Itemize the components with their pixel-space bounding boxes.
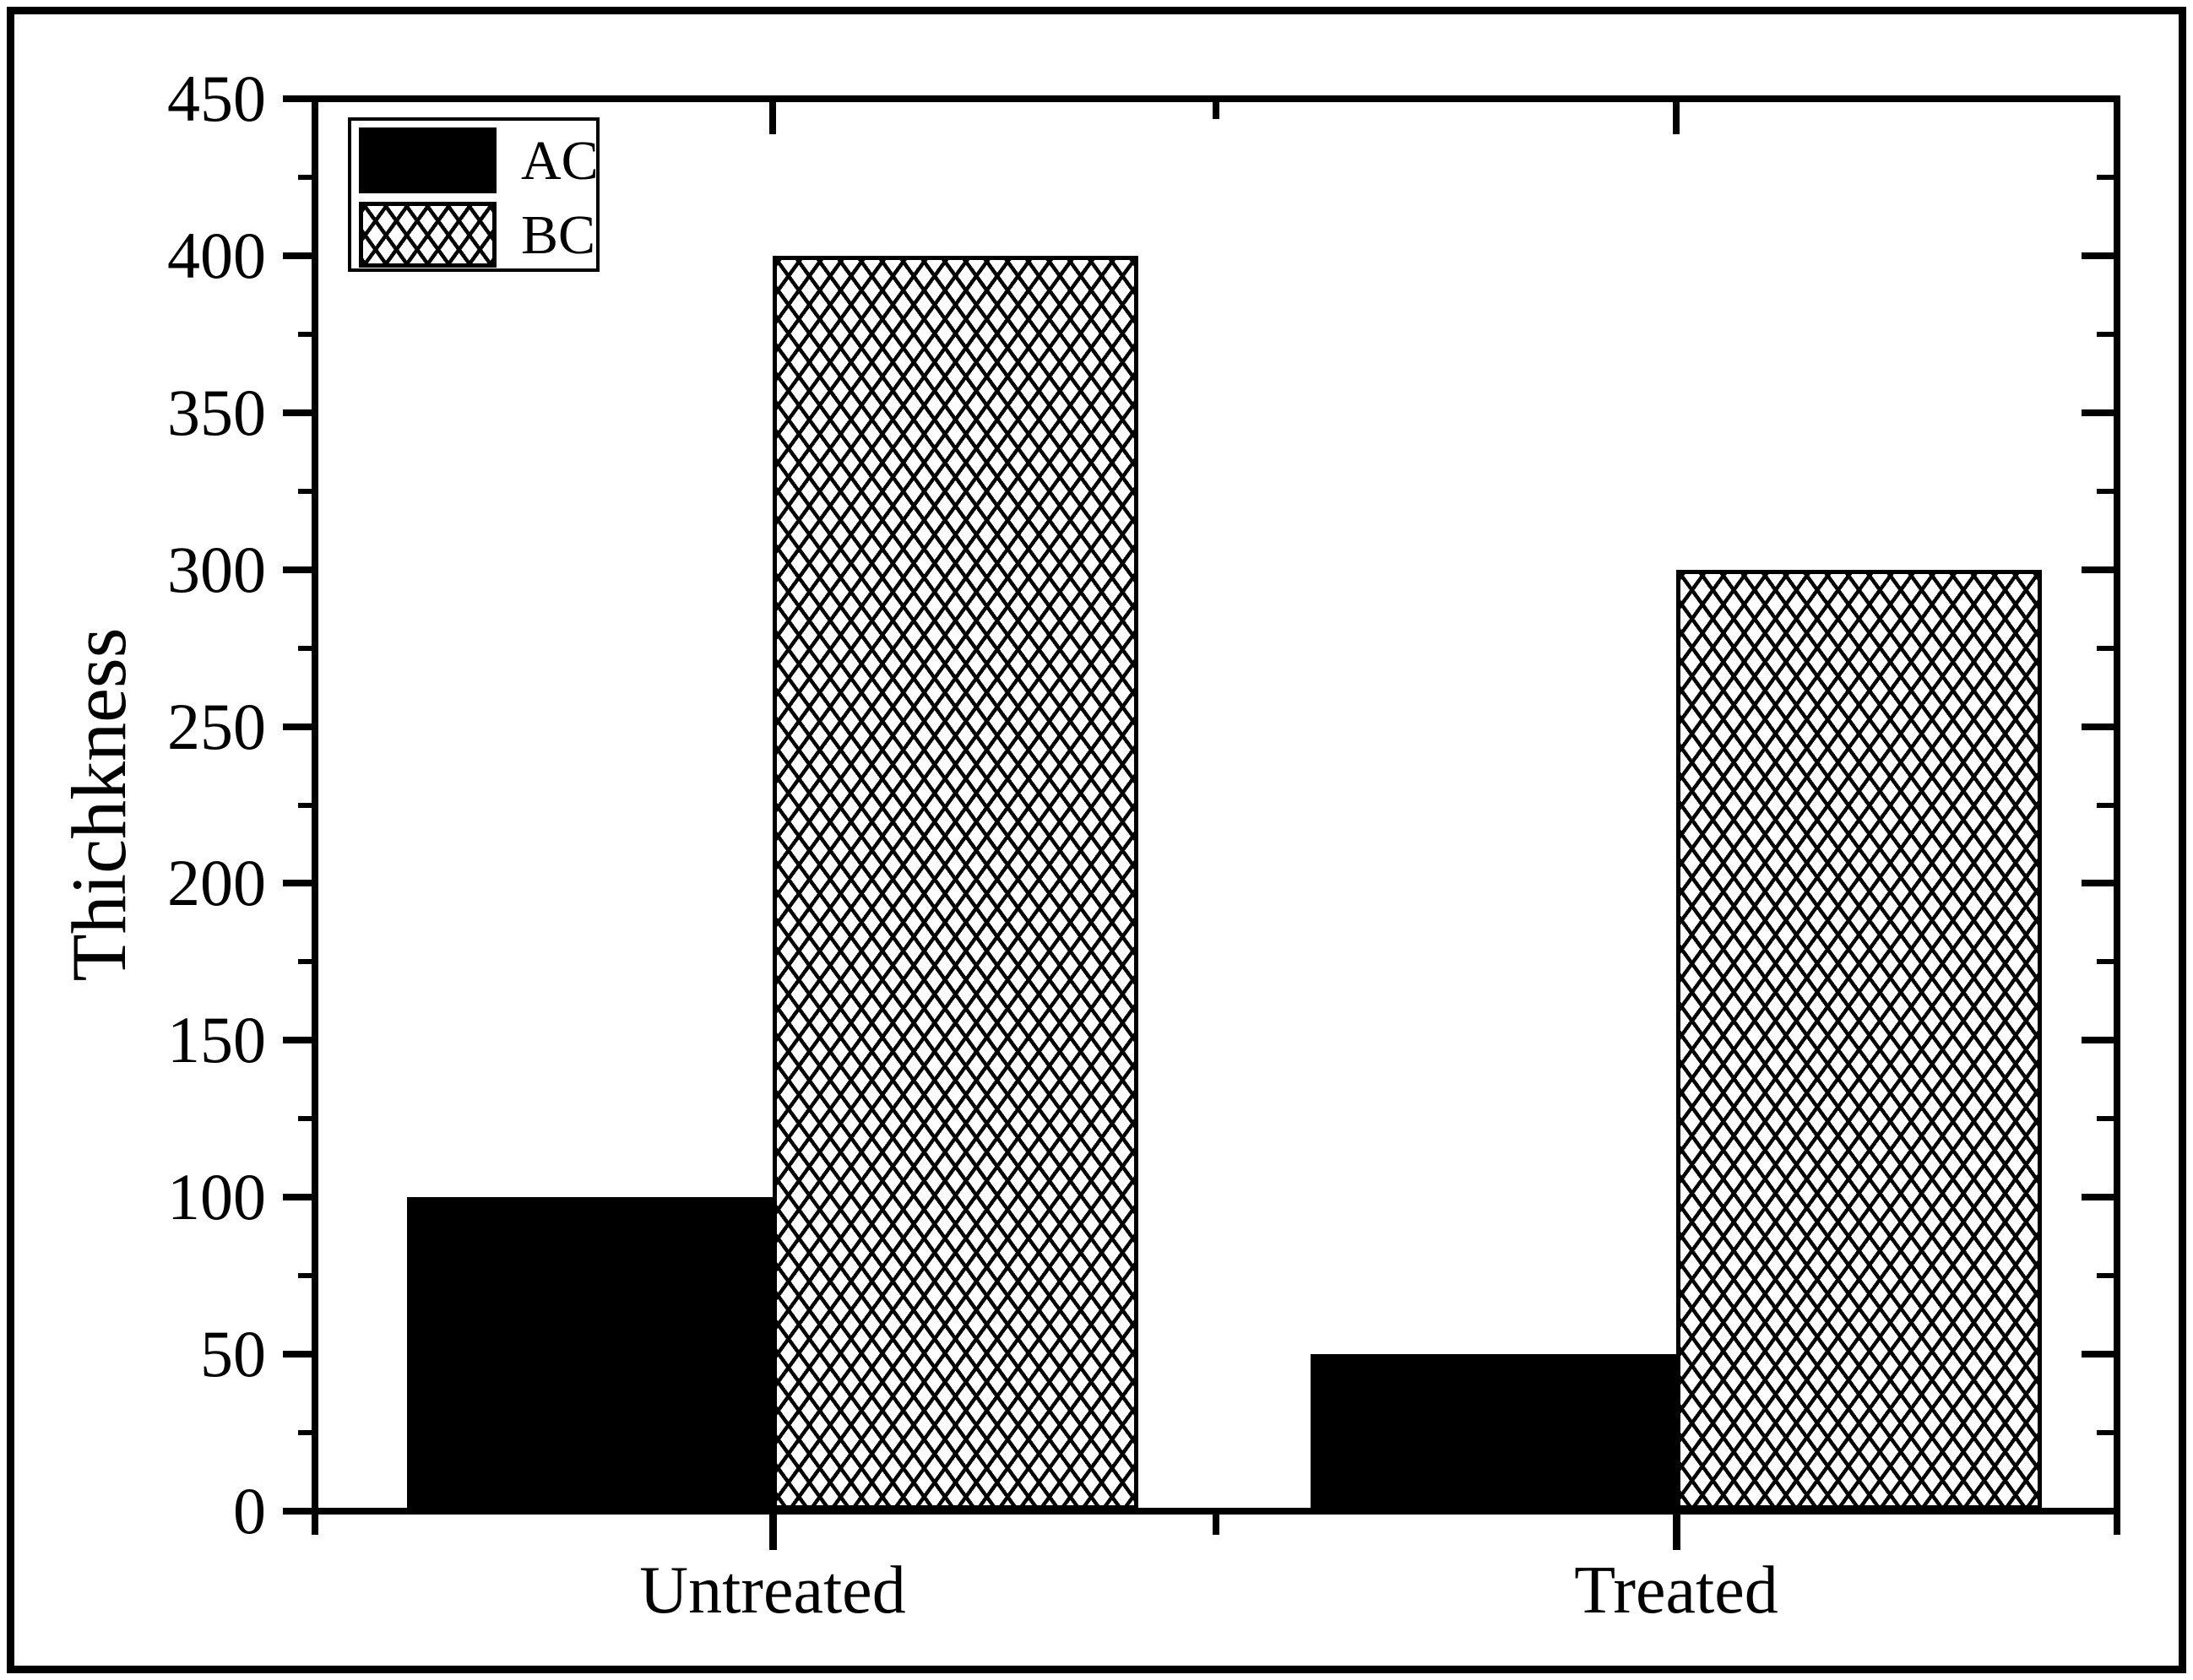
y-major-tick-left [283, 1037, 313, 1043]
y-minor-tick-left [298, 332, 313, 337]
y-tick-label: 450 [167, 62, 266, 135]
y-tick-label: 0 [233, 1474, 266, 1547]
legend: AC BC [348, 117, 600, 272]
legend-bc-label: BC [521, 204, 596, 266]
y-minor-tick-right [2097, 959, 2114, 964]
y-major-tick-left [283, 1508, 313, 1515]
x-category-label: Untreated [639, 1553, 906, 1628]
y-major-tick-right [2082, 252, 2114, 259]
plot-area-border [312, 95, 2120, 1515]
y-major-tick-left [283, 252, 313, 259]
y-minor-tick-right [2097, 803, 2114, 808]
y-axis-title: Thichkness [56, 627, 142, 982]
y-minor-tick-left [298, 1116, 313, 1121]
y-major-tick-right [2082, 1194, 2114, 1200]
x-minor-tick-bottom [1213, 1513, 1219, 1535]
y-minor-tick-left [298, 959, 313, 964]
legend-ac-label: AC [521, 130, 599, 192]
y-tick-label: 50 [200, 1317, 266, 1390]
y-tick-label: 200 [167, 846, 266, 919]
x-minor-tick-bottom [312, 1513, 318, 1535]
x-minor-tick-bottom [2114, 1513, 2120, 1535]
y-tick-label: 150 [167, 1003, 266, 1076]
legend-bc-swatch [359, 202, 497, 268]
y-minor-tick-left [298, 489, 313, 494]
y-major-tick-left [283, 1351, 313, 1358]
legend-item-ac: AC [359, 127, 599, 196]
y-minor-tick-left [298, 646, 313, 651]
y-minor-tick-right [2097, 175, 2114, 180]
y-major-tick-right [2082, 1037, 2114, 1043]
x-major-tick-top [769, 102, 776, 134]
legend-item-bc: BC [359, 202, 596, 270]
y-major-tick-right [2082, 566, 2114, 573]
y-major-tick-right [2082, 1508, 2114, 1515]
x-major-tick-top [1673, 102, 1680, 134]
y-minor-tick-left [298, 803, 313, 808]
y-minor-tick-right [2097, 1273, 2114, 1278]
y-tick-label: 350 [167, 376, 266, 449]
y-major-tick-right [2082, 880, 2114, 886]
y-major-tick-left [283, 409, 313, 416]
y-major-tick-right [2082, 95, 2114, 102]
x-major-tick-bottom [769, 1511, 777, 1550]
y-minor-tick-right [2097, 646, 2114, 651]
x-major-tick-bottom [1673, 1511, 1680, 1550]
outer-frame [7, 7, 2186, 1673]
y-major-tick-left [283, 723, 313, 730]
y-major-tick-right [2082, 723, 2114, 730]
y-minor-tick-right [2097, 1116, 2114, 1121]
x-minor-tick-top [1213, 102, 1219, 119]
y-minor-tick-left [298, 175, 313, 180]
y-minor-tick-right [2097, 332, 2114, 337]
y-major-tick-right [2082, 1351, 2114, 1358]
bar-ac-untreated [407, 1197, 773, 1509]
y-tick-label: 400 [167, 219, 266, 292]
bar-ac-treated [1311, 1354, 1676, 1509]
y-major-tick-left [283, 95, 313, 102]
y-tick-label: 100 [167, 1160, 266, 1233]
y-minor-tick-left [298, 1273, 313, 1278]
y-minor-tick-right [2097, 1430, 2114, 1435]
y-minor-tick-left [298, 1430, 313, 1435]
y-tick-label: 300 [167, 533, 266, 606]
y-minor-tick-right [2097, 489, 2114, 494]
y-major-tick-left [283, 1194, 313, 1200]
y-tick-label: 250 [167, 690, 266, 763]
legend-ac-swatch [359, 127, 497, 193]
x-category-label: Treated [1574, 1553, 1778, 1628]
y-major-tick-left [283, 566, 313, 573]
y-major-tick-right [2082, 409, 2114, 416]
bar-bc-treated [1676, 570, 2042, 1509]
y-major-tick-left [283, 880, 313, 886]
bar-bc-untreated [773, 256, 1138, 1509]
